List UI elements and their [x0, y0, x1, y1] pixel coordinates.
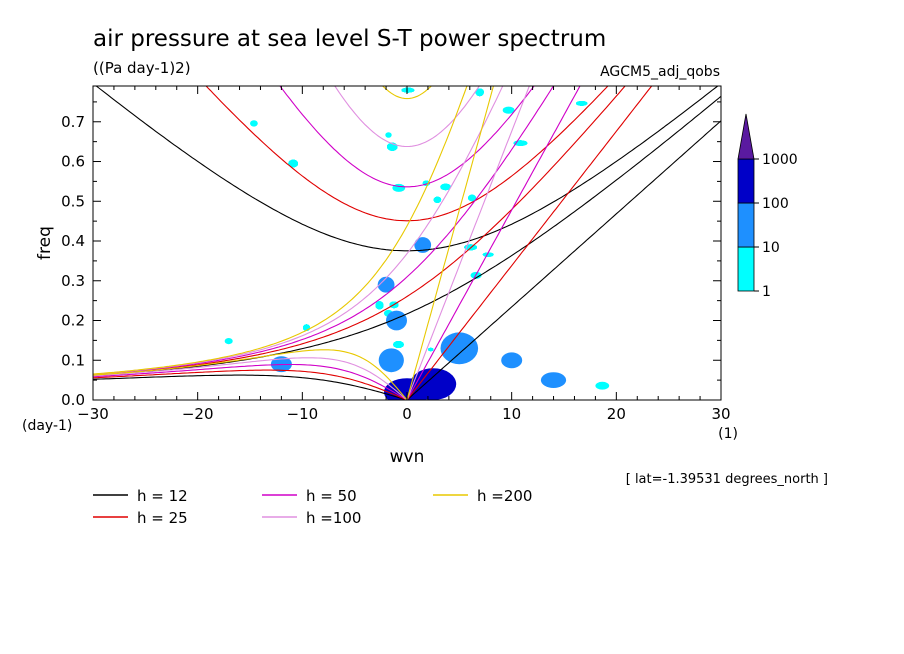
legend-label: h =200	[477, 487, 532, 505]
y-tick-label: 0.5	[61, 192, 85, 210]
x-unit-label: (1)	[718, 426, 738, 442]
dispersion-curve	[93, 86, 555, 376]
spectrum-speck	[385, 132, 392, 138]
y-unit-label: (day-1)	[22, 418, 72, 434]
x-tick-label: −10	[287, 405, 319, 423]
colorbar-label: 1000	[762, 152, 798, 168]
spectrum-peak	[414, 237, 432, 253]
spectrum-peak	[386, 310, 407, 331]
spectrum-speck	[288, 159, 299, 168]
spectrum-speck	[250, 120, 258, 127]
spectrum-peak	[410, 368, 457, 400]
x-tick-label: 10	[502, 405, 521, 423]
dispersion-curve	[406, 120, 721, 400]
plot-area: −30 −20 −10 0 10 20 30 0.0 0.1 0.2 0.3 0.4 0.5 0.6 0.7	[61, 85, 731, 423]
spectrum-peak	[440, 332, 479, 365]
dispersion-curve	[93, 95, 721, 377]
dispersion-curve	[279, 86, 535, 188]
colorbar-segment	[737, 246, 755, 292]
dispersion-curve	[205, 86, 609, 222]
legend-label: h = 50	[306, 487, 357, 505]
legend-label: h =100	[306, 509, 361, 527]
plot-background	[93, 86, 721, 400]
spectrum-speck	[428, 347, 434, 352]
spectrum-speck	[393, 341, 404, 348]
spectrum-speck	[433, 196, 442, 203]
spectrum-speck	[475, 88, 484, 97]
y-tick-label: 0.0	[61, 391, 85, 409]
spectrum-speck	[595, 381, 610, 390]
colorbar-segment	[737, 158, 755, 204]
y-tick-label: 0.1	[61, 351, 85, 369]
spectrum-speck	[375, 301, 384, 310]
x-tick-label: 30	[711, 405, 730, 423]
colorbar-label: 1	[762, 284, 771, 300]
legend-label: h = 25	[137, 509, 188, 527]
dispersion-curve	[406, 86, 581, 400]
chart-units: ((Pa day-1)2)	[93, 59, 191, 77]
legend-label: h = 12	[137, 487, 188, 505]
colorbar-segment	[737, 202, 755, 248]
dispersion-curve	[406, 86, 530, 400]
x-tick-label: 0	[402, 405, 412, 423]
dispersion-curve	[93, 357, 408, 400]
dispersion-curves	[93, 86, 721, 400]
x-tick-label: 20	[607, 405, 626, 423]
dispersion-curve	[93, 363, 408, 400]
spectrum-speck	[502, 106, 515, 114]
dispersion-curve	[93, 86, 468, 375]
spectrum-peak	[501, 352, 523, 369]
y-tick-label: 0.6	[61, 153, 85, 171]
y-tick-label: 0.4	[61, 232, 85, 250]
spectrum-speck	[401, 87, 415, 93]
run-label: AGCM5_adj_qobs	[600, 64, 720, 80]
y-tick-label: 0.3	[61, 272, 85, 290]
dispersion-curve	[93, 369, 408, 400]
spectrum-peak	[377, 276, 395, 293]
spectrum-speck	[468, 194, 476, 202]
colorbar-label: 100	[762, 196, 789, 212]
spectrum-speck	[482, 252, 494, 257]
dispersion-curve	[406, 86, 495, 400]
x-tick-label: −20	[182, 405, 214, 423]
dispersion-curve	[93, 349, 408, 400]
spectrum-speck	[440, 183, 451, 191]
y-axis-label: freq	[35, 226, 55, 260]
dispersion-curve	[406, 86, 653, 400]
dispersion-curve	[381, 86, 433, 100]
dispersion-curve	[95, 86, 719, 252]
axis-ticks: −30 −20 −10 0 10 20 30 0.0 0.1 0.2 0.3 0.4 0.5 0.6 0.7	[61, 86, 731, 423]
spectrum-peak	[378, 348, 404, 373]
spectrum-peak	[540, 372, 567, 388]
colorbar: 1 10 100 1000	[737, 113, 798, 300]
dispersion-curve	[93, 86, 504, 375]
x-tick-label: −30	[77, 405, 109, 423]
dispersion-curve	[93, 374, 408, 400]
y-tick-label: 0.7	[61, 113, 85, 131]
x-axis-label: wvn	[390, 447, 425, 467]
spectrum-speck	[576, 101, 588, 106]
y-tick-label: 0.2	[61, 312, 85, 330]
colorbar-label: 10	[762, 240, 780, 256]
dispersion-curve	[93, 86, 626, 376]
dispersion-curve	[334, 86, 480, 148]
colorbar-extend-triangle	[737, 113, 755, 160]
legend: h = 12 h = 25 h = 50 h =100 h =200	[93, 487, 532, 527]
chart-title: air pressure at sea level S-T power spec…	[93, 26, 606, 52]
spectrum-speck	[224, 338, 233, 345]
latitude-note: [ lat=-1.39531 degrees_north ]	[626, 472, 828, 487]
